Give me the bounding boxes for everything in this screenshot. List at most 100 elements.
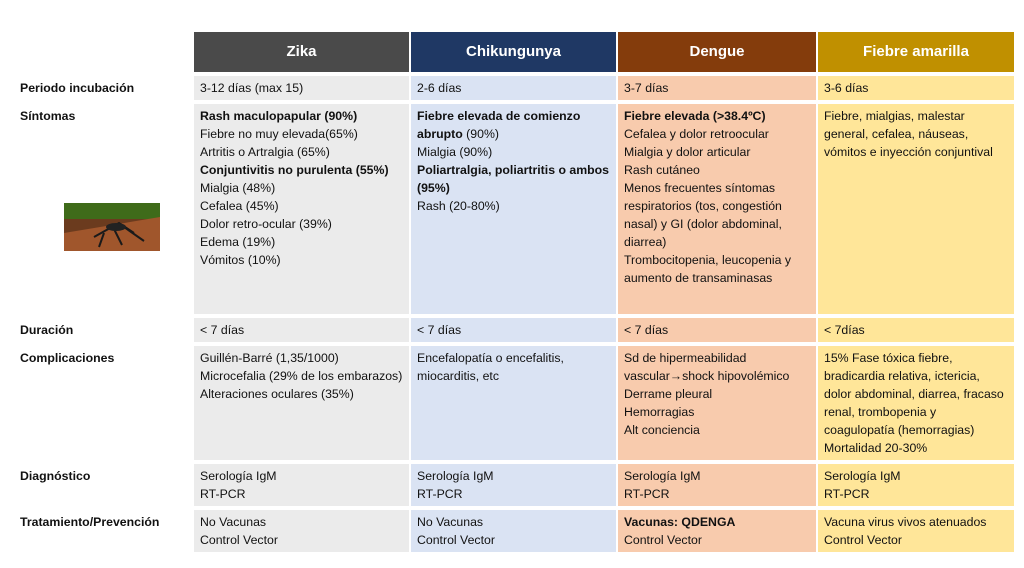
table-row: Síntomas Rash maculopapular (90%) Fiebre n… <box>20 104 1014 314</box>
cell-line: Guillén-Barré (1,35/1000) <box>200 351 339 365</box>
cell-line: < 7días <box>824 323 865 337</box>
table-row: Complicaciones Guillén-Barré (1,35/1000) M… <box>20 346 1014 460</box>
cell-line: Conjuntivitis no purulenta (55%) <box>200 161 403 179</box>
cell-line: Serología IgM <box>624 469 701 483</box>
cell-line: Menos frecuentes síntomas respiratorios … <box>624 181 782 249</box>
cell-line: Control Vector <box>200 533 278 547</box>
cell-line: Hemorragias <box>624 405 695 419</box>
cell-line: < 7 días <box>624 323 669 337</box>
cell-line: 2-6 días <box>417 81 462 95</box>
cell-line: Control Vector <box>624 533 702 547</box>
table-cell: 3-12 días (max 15) <box>194 76 409 100</box>
cell-line: Trombocitopenia, leucopenia y aumento de… <box>624 253 792 285</box>
table-cell: < 7 días <box>618 318 816 342</box>
cell-line: Fiebre, mialgias, malestar general, cefa… <box>824 109 993 159</box>
cell-line: Mialgia (90%) <box>417 145 493 159</box>
cell-line: 3-12 días (max 15) <box>200 81 304 95</box>
text-run: (90%) <box>462 127 499 141</box>
cell-line: RT-PCR <box>824 487 870 501</box>
cell-line: Rash maculopapular (90%) <box>200 107 403 125</box>
cell-line: No Vacunas <box>417 515 484 529</box>
table-cell: Serología IgM RT-PCR <box>618 464 816 506</box>
cell-line: < 7 días <box>200 323 245 337</box>
corner-cell <box>20 32 192 72</box>
table-cell: 15% Fase tóxica fiebre, bradicardia rela… <box>818 346 1014 460</box>
table-cell: Rash maculopapular (90%) Fiebre no muy el… <box>194 104 409 314</box>
cell-line: RT-PCR <box>200 487 246 501</box>
table-cell: Vacunas: QDENGA Control Vector <box>618 510 816 552</box>
row-label: Complicaciones <box>20 346 192 460</box>
table-cell: Vacuna virus vivos atenuados Control Vect… <box>818 510 1014 552</box>
table-cell: Sd de hipermeabilidad vascular→shock hip… <box>618 346 816 460</box>
table-cell: < 7días <box>818 318 1014 342</box>
cell-line: Serología IgM <box>200 469 277 483</box>
cell-line: Serología IgM <box>417 469 494 483</box>
cell-line: Fiebre no muy elevada(65%) <box>200 127 358 141</box>
table-cell: Guillén-Barré (1,35/1000) Microcefalia (2… <box>194 346 409 460</box>
table-row: Diagnóstico Serología IgM RT-PCR Serología … <box>20 464 1014 506</box>
table-cell: No Vacunas Control Vector <box>411 510 616 552</box>
table-wrap: Zika Chikungunya Dengue Fiebre amarilla Peri… <box>18 28 1016 556</box>
text-run: Rash maculopapular (90%) <box>200 109 358 123</box>
mosquito-image <box>64 203 160 251</box>
cell-line: Microcefalia (29% de los embarazos) <box>200 369 403 383</box>
cell-line: Vacuna virus vivos atenuados <box>824 515 987 529</box>
cell-line: Control Vector <box>417 533 495 547</box>
cell-line: Rash cutáneo <box>624 163 700 177</box>
comparison-table: Zika Chikungunya Dengue Fiebre amarilla Peri… <box>18 28 1016 556</box>
text-run: Vacunas: QDENGA <box>624 515 736 529</box>
cell-line: Mortalidad 20-30% <box>824 441 928 455</box>
cell-line: RT-PCR <box>624 487 670 501</box>
table-cell: Serología IgM RT-PCR <box>411 464 616 506</box>
table-cell: Fiebre elevada de comienzo abrupto (90%)… <box>411 104 616 314</box>
cell-line: Encefalopatía o encefalitis, miocarditis… <box>417 351 564 383</box>
row-label: Periodo incubación <box>20 76 192 100</box>
cell-line: Edema (19%) <box>200 235 276 249</box>
cell-line: 15% Fase tóxica fiebre, bradicardia rela… <box>824 351 1004 437</box>
image-mosquito <box>93 221 145 248</box>
cell-line: Mialgia (48%) <box>200 181 276 195</box>
cell-line: Poliartralgia, poliartritis o ambos (95%… <box>417 161 610 197</box>
table-cell: 3-7 días <box>618 76 816 100</box>
cell-line: Derrame pleural <box>624 387 713 401</box>
cell-line: Cefalea (45%) <box>200 199 279 213</box>
cell-line: Dolor retro-ocular (39%) <box>200 217 332 231</box>
image-mosquito-body <box>106 223 126 231</box>
table-cell: No Vacunas Control Vector <box>194 510 409 552</box>
table-cell: Fiebre elevada (>38.4ºC) Cefalea y dolor … <box>618 104 816 314</box>
table-cell: Fiebre, mialgias, malestar general, cefa… <box>818 104 1014 314</box>
cell-line: Fiebre elevada (>38.4ºC) <box>624 107 810 125</box>
cell-line: Artritis o Artralgia (65%) <box>200 145 330 159</box>
text-run: Fiebre elevada de comienzo abrupto <box>417 109 581 141</box>
cell-line: Vómitos (10%) <box>200 253 281 267</box>
table-cell: Encefalopatía o encefalitis, miocarditis… <box>411 346 616 460</box>
table-cell: 2-6 días <box>411 76 616 100</box>
cell-line: Rash (20-80%) <box>417 199 500 213</box>
image-skin <box>64 217 160 251</box>
cell-line: Alt conciencia <box>624 423 700 437</box>
text-run: Conjuntivitis no purulenta (55%) <box>200 163 389 177</box>
row-label: Diagnóstico <box>20 464 192 506</box>
table-cell: Serología IgM RT-PCR <box>194 464 409 506</box>
cell-line: Cefalea y dolor retroocular <box>624 127 769 141</box>
cell-line: Mialgia y dolor articular <box>624 145 751 159</box>
table-row: Periodo incubación 3-12 días (max 15) 2-6 … <box>20 76 1014 100</box>
table-cell: Serología IgM RT-PCR <box>818 464 1014 506</box>
table-row: Duración < 7 días < 7 días < 7 días < 7días <box>20 318 1014 342</box>
cell-line: Fiebre elevada de comienzo abrupto (90%) <box>417 107 610 143</box>
row-label: Duración <box>20 318 192 342</box>
cell-line: < 7 días <box>417 323 462 337</box>
table-row: Tratamiento/Prevención No Vacunas Control … <box>20 510 1014 552</box>
cell-line: Serología IgM <box>824 469 901 483</box>
column-header: Chikungunya <box>411 32 616 72</box>
table-cell: < 7 días <box>411 318 616 342</box>
cell-line: RT-PCR <box>417 487 463 501</box>
cell-line: Control Vector <box>824 533 902 547</box>
text-run: Fiebre elevada (>38.4ºC) <box>624 109 766 123</box>
column-header: Dengue <box>618 32 816 72</box>
text-run: Poliartralgia, poliartritis o ambos (95%… <box>417 163 610 195</box>
cell-line: 3-7 días <box>624 81 669 95</box>
image-foliage <box>64 203 160 219</box>
table-cell: 3-6 días <box>818 76 1014 100</box>
